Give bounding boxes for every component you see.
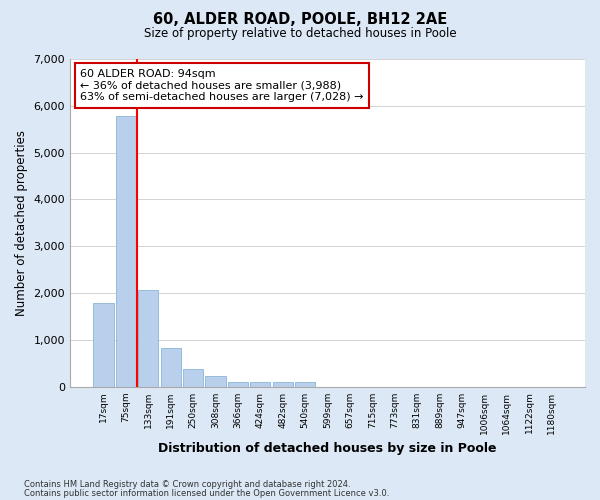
Bar <box>94 304 113 386</box>
Bar <box>205 376 226 386</box>
Text: 60, ALDER ROAD, POOLE, BH12 2AE: 60, ALDER ROAD, POOLE, BH12 2AE <box>153 12 447 28</box>
Bar <box>295 382 315 386</box>
Bar <box>161 348 181 387</box>
Text: 60 ALDER ROAD: 94sqm
← 36% of detached houses are smaller (3,988)
63% of semi-de: 60 ALDER ROAD: 94sqm ← 36% of detached h… <box>80 69 364 102</box>
Bar <box>183 370 203 386</box>
Y-axis label: Number of detached properties: Number of detached properties <box>15 130 28 316</box>
X-axis label: Distribution of detached houses by size in Poole: Distribution of detached houses by size … <box>158 442 497 455</box>
Bar <box>116 116 136 386</box>
Text: Size of property relative to detached houses in Poole: Size of property relative to detached ho… <box>143 28 457 40</box>
Bar <box>138 290 158 386</box>
Bar <box>272 382 293 386</box>
Bar <box>228 382 248 386</box>
Text: Contains public sector information licensed under the Open Government Licence v3: Contains public sector information licen… <box>24 489 389 498</box>
Bar <box>250 382 271 386</box>
Text: Contains HM Land Registry data © Crown copyright and database right 2024.: Contains HM Land Registry data © Crown c… <box>24 480 350 489</box>
